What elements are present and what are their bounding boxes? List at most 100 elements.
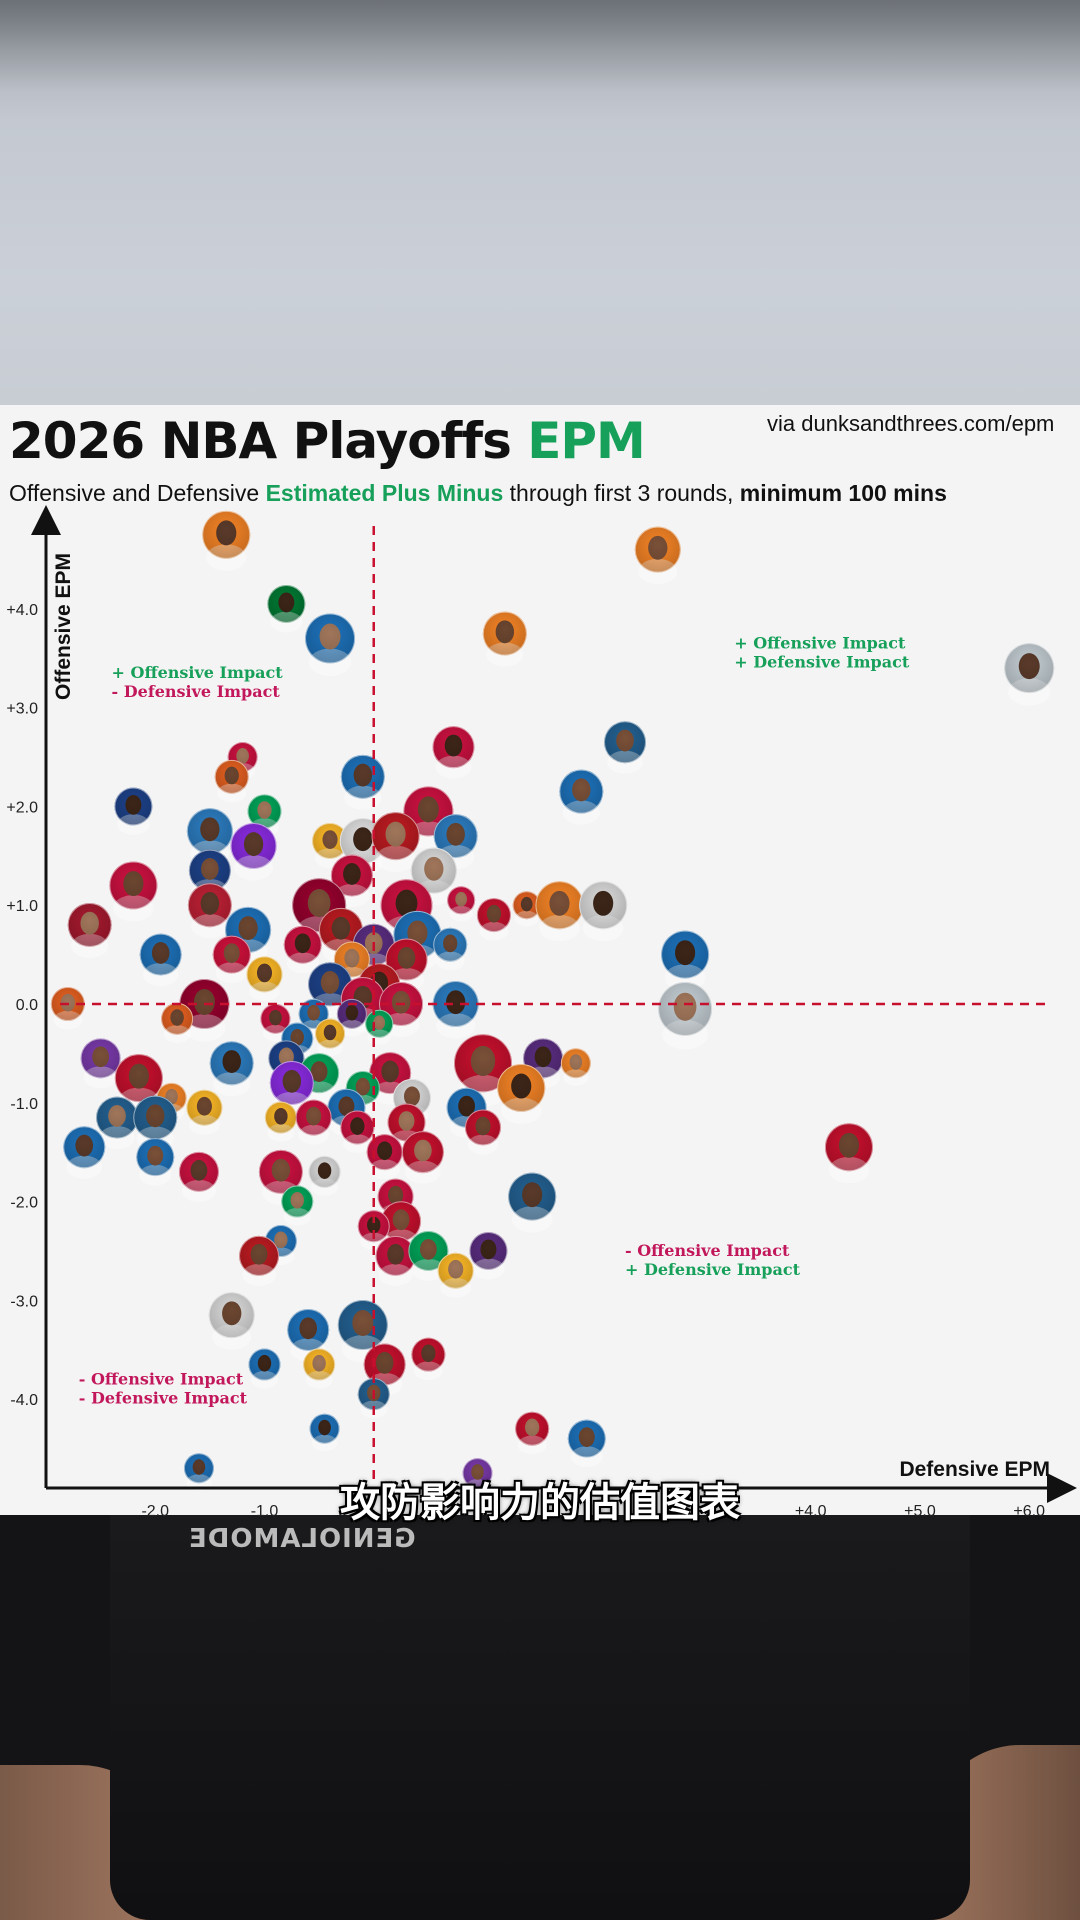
player-point [604,721,647,774]
player-point [239,1235,280,1286]
player-point [515,1411,550,1455]
x-tick-label: -1.0 [251,1503,279,1520]
quadrant-label: + Offensive Impact- Defensive Impact [112,663,284,701]
player-point [139,933,182,987]
axes: -2.0 -1.0 +4.0 +5.0 +6.0 +4.0 +3.0 +2.0 +1.0 0.0 -… [6,505,1077,1520]
quadrant-label-line: + Offensive Impact [734,633,906,652]
player-point [411,1337,446,1381]
player-point [469,1231,508,1280]
player-point [340,1110,375,1153]
player-point [567,1419,606,1468]
y-tick-label: -1.0 [10,1096,38,1113]
quadrant-label: - Offensive Impact+ Defensive Impact [625,1241,801,1279]
player-point [366,1134,403,1180]
player-point [432,726,475,779]
player-point [80,1038,121,1089]
player-point [337,1300,388,1363]
x-axis-title: Defensive EPM [899,1458,1050,1481]
player-point [186,808,233,866]
player-point [114,787,153,835]
quadrant-label: + Offensive Impact+ Defensive Impact [734,633,910,671]
player-point [267,584,306,633]
player-point [661,930,710,991]
player-point [340,754,385,810]
x-tick-label: +6.0 [1013,1503,1045,1520]
player-point [579,881,628,942]
reference-lines [60,526,1052,1484]
x-tick-label: +4.0 [795,1503,827,1520]
subtitle-part: minimum 100 mins [739,480,947,506]
player-point [186,1089,223,1135]
player-point [330,854,373,908]
player-point [264,1101,297,1142]
y-tick-label: -3.0 [10,1293,38,1310]
player-point [246,956,283,1002]
player-point [283,925,322,974]
quadrant-label-line: - Offensive Impact [79,1369,244,1388]
quadrant-label-line: - Defensive Impact [79,1388,248,1407]
player-point [512,891,541,927]
chart-title: 2026 NBA Playoffs EPM [9,412,646,470]
player-point [309,1413,340,1452]
quadrant-label-line: + Defensive Impact [734,652,910,671]
points-layer [50,510,1055,1496]
quadrant-label-line: - Offensive Impact [625,1241,790,1260]
title-accent: EPM [527,412,646,470]
player-point [433,814,478,870]
player-point [209,1041,254,1097]
player-point [212,935,251,984]
player-point [248,1348,281,1389]
player-point [410,847,457,906]
player-point [305,613,356,677]
player-point [401,1131,444,1184]
player-point [482,611,527,667]
player-point [408,1230,449,1281]
player-point [63,1126,106,1179]
quadrant-labels: + Offensive Impact- Defensive Impact+ Of… [79,633,910,1407]
y-tick-label: 0.0 [16,997,38,1014]
background-wall [0,0,1080,405]
player-point [336,998,367,1037]
player-point [371,812,420,873]
y-tick-label: +1.0 [6,898,38,915]
player-point [433,927,468,971]
player-point [559,769,604,825]
player-point [312,823,349,869]
player-point [375,1235,416,1286]
player-point [432,981,479,1039]
player-point [824,1123,873,1184]
player-point [202,510,251,571]
player-point [96,1096,139,1150]
player-point [187,883,232,939]
player-point [183,1453,214,1491]
x-tick-label: +5.0 [904,1503,936,1520]
player-point [658,981,713,1050]
quadrant-label: - Offensive Impact- Defensive Impact [79,1369,248,1407]
quadrant-label-line: + Offensive Impact [112,663,284,682]
y-axis-title: Offensive EPM [52,553,75,700]
player-point [365,1009,394,1045]
player-point [281,1185,314,1226]
player-point [315,1018,346,1057]
player-point [476,898,511,941]
player-point [178,1151,219,1202]
player-point [109,861,158,922]
player-point [161,1002,194,1043]
quadrant-label-line: - Defensive Impact [112,682,281,701]
y-tick-label: +2.0 [6,799,38,816]
player-point [67,902,112,958]
player-point [560,1048,591,1086]
quadrant-label-line: + Defensive Impact [625,1260,801,1279]
player-point [208,1292,255,1350]
player-point [258,1149,303,1205]
presenter-shirt [0,1515,1080,1920]
chart-subtitle: Offensive and Defensive Estimated Plus M… [9,480,947,507]
player-point [535,881,584,942]
player-point [447,886,476,922]
y-tick-label: +4.0 [6,602,38,619]
y-tick-label: -2.0 [10,1195,38,1212]
player-point [464,1109,501,1155]
player-point [497,1063,546,1124]
